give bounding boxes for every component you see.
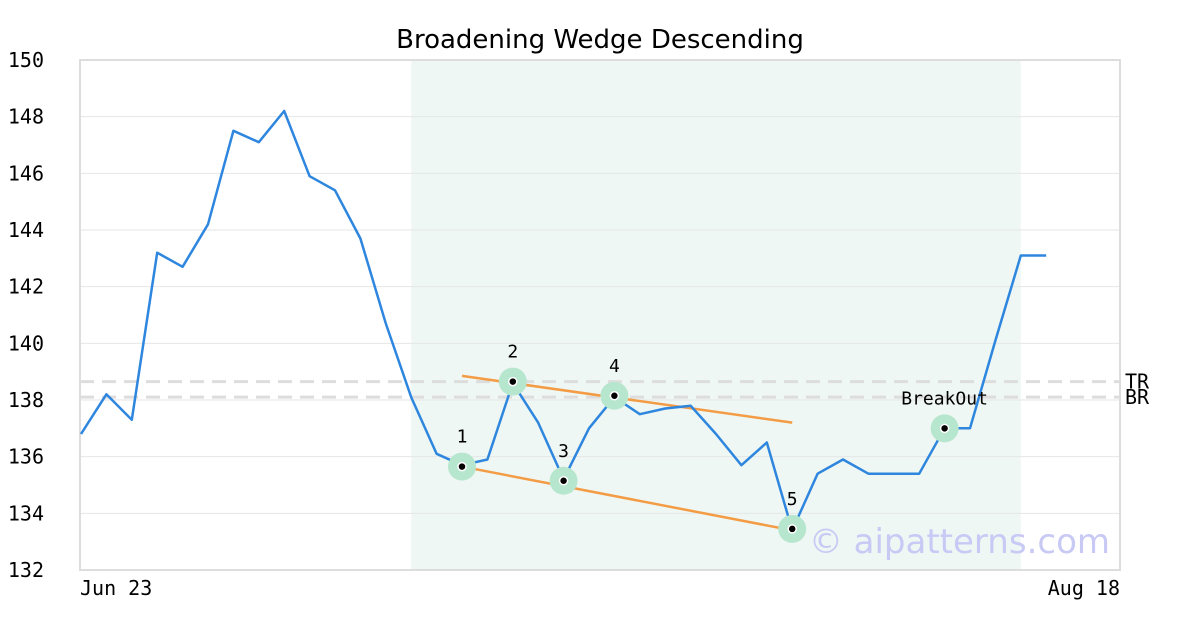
point-marker [558, 476, 569, 486]
x-tick-label: Jun 23 [80, 576, 152, 600]
y-tick-label: 136 [8, 445, 44, 469]
y-tick-label: 144 [8, 218, 44, 242]
plot-frame [79, 59, 1121, 571]
point-label: BreakOut [901, 388, 988, 409]
pattern-region [411, 60, 1021, 570]
x-tick-label: Aug 18 [1048, 576, 1120, 600]
point-marker [939, 423, 950, 434]
point-label: 3 [558, 441, 569, 462]
point-label: 5 [787, 489, 798, 510]
y-tick-label: 132 [8, 558, 44, 582]
y-tick-label: 146 [8, 161, 44, 185]
y-tick-label: 138 [8, 388, 44, 412]
y-tick-label: 134 [8, 501, 44, 525]
point-marker [787, 524, 797, 534]
point-label: 2 [507, 342, 518, 363]
y-tick-label: 140 [8, 331, 44, 355]
point-marker [508, 376, 518, 387]
y-tick-label: 150 [8, 48, 44, 72]
y-tick-label: 148 [8, 105, 44, 129]
point-label: 4 [609, 356, 620, 377]
reference-label-br: BR [1125, 385, 1150, 409]
chart-title: Broadening Wedge Descending [396, 25, 804, 55]
point-marker [609, 391, 620, 401]
lower-trend-line [461, 465, 793, 532]
y-tick-label: 142 [8, 275, 44, 299]
point-label: 1 [457, 427, 468, 448]
point-marker [457, 461, 467, 472]
watermark: © aipatterns.com [809, 522, 1110, 562]
reference-label-tr: TR [1125, 370, 1150, 394]
